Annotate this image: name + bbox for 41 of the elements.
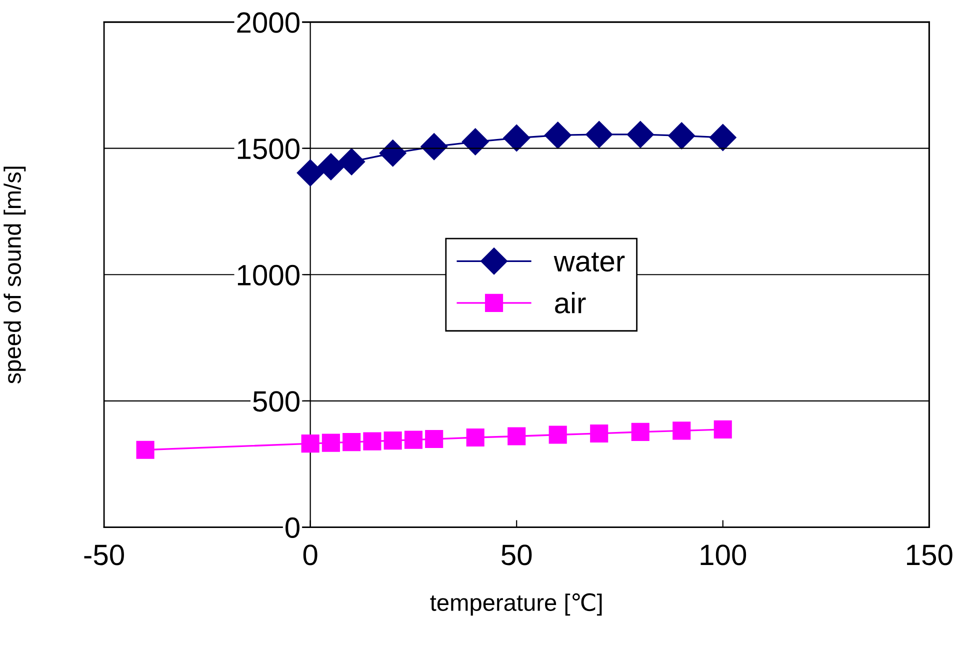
point <box>508 427 526 446</box>
point <box>379 140 406 167</box>
y-tick-label: 1500 <box>238 138 300 160</box>
point <box>626 121 654 148</box>
point <box>503 124 530 152</box>
point <box>714 420 732 438</box>
legend-label: water <box>554 252 625 272</box>
point <box>544 122 572 149</box>
point <box>709 124 736 151</box>
y-axis-title: speed of sound [m/s] <box>4 166 26 384</box>
point <box>548 426 567 444</box>
point <box>296 159 324 186</box>
point <box>420 133 448 160</box>
point <box>322 434 340 452</box>
point <box>668 122 696 150</box>
point <box>672 422 691 440</box>
point <box>317 153 344 180</box>
point <box>363 432 382 450</box>
point <box>136 440 154 459</box>
y-tick-label: 2000 <box>237 12 300 33</box>
point <box>301 434 320 453</box>
x-tick-label: 150 <box>907 544 952 566</box>
x-tick-label: -50 <box>84 544 124 566</box>
point <box>342 433 361 452</box>
point <box>462 128 489 156</box>
point <box>404 430 422 449</box>
legend-label: air <box>555 292 586 314</box>
x-axis-title: temperature [℃] <box>430 593 602 616</box>
point <box>425 430 444 448</box>
point <box>466 428 484 447</box>
point <box>590 424 608 443</box>
point <box>586 121 613 148</box>
point <box>631 422 650 441</box>
x-tick-label: 0 <box>303 544 318 566</box>
x-tick-label: 50 <box>502 544 532 566</box>
y-tick-label: 500 <box>253 391 300 412</box>
y-tick-label: 1000 <box>238 264 300 286</box>
point <box>338 148 366 176</box>
x-tick-label: 100 <box>700 544 746 566</box>
point <box>384 432 402 450</box>
y-tick-label: 0 <box>286 517 300 538</box>
